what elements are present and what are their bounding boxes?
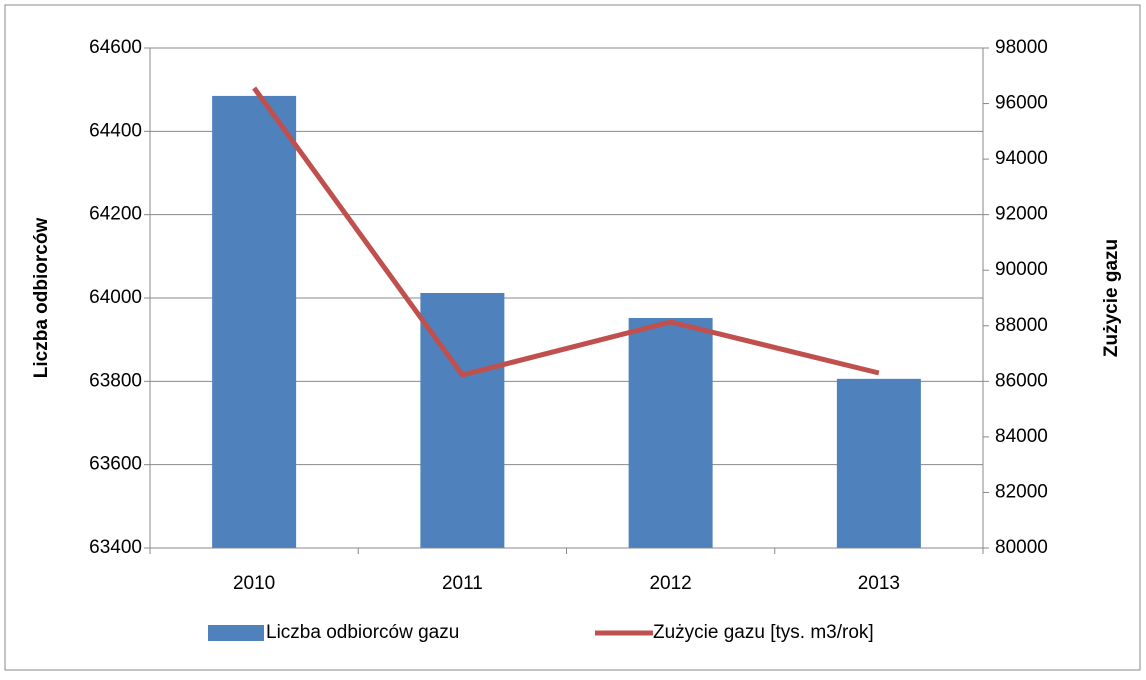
y2-tick-label: 86000 [995,370,1048,391]
legend-swatch [208,625,264,641]
legend-label: Zużycie gazu [tys. m3/rok] [653,622,874,643]
y-tick-label: 64600 [89,37,142,58]
y2-tick-label: 96000 [995,93,1048,114]
y2-tick-label: 82000 [995,481,1048,502]
x-tick-label: 2013 [858,573,900,594]
y2-tick-label: 90000 [995,259,1048,280]
y2-tick-label: 98000 [995,37,1048,58]
y-axis-label: Liczba odbiorców [31,218,52,379]
bar [212,95,297,549]
legend-label: Liczba odbiorców gazu [266,622,459,643]
y2-tick-label: 84000 [995,426,1048,447]
y2-axis-label: Zużycie gazu [1101,239,1122,357]
line [252,86,880,378]
bar [628,318,713,548]
y2-tick-label: 94000 [995,148,1048,169]
x-tick-label: 2011 [442,573,483,594]
y-tick-label: 64200 [89,204,142,225]
y-tick-label: 63400 [89,537,142,558]
chart-border [4,4,1141,671]
y-tick-label: 64000 [89,287,142,308]
y-tick-label: 64400 [89,120,142,141]
x-tick-label: 2012 [649,573,691,594]
y2-tick-label: 80000 [995,537,1048,558]
x-tick-label: 2010 [233,573,275,594]
y-tick-label: 63800 [89,370,142,391]
y2-tick-label: 88000 [995,315,1048,336]
y-tick-label: 63600 [89,454,142,475]
y2-tick-label: 92000 [995,204,1048,225]
bar [836,378,921,548]
